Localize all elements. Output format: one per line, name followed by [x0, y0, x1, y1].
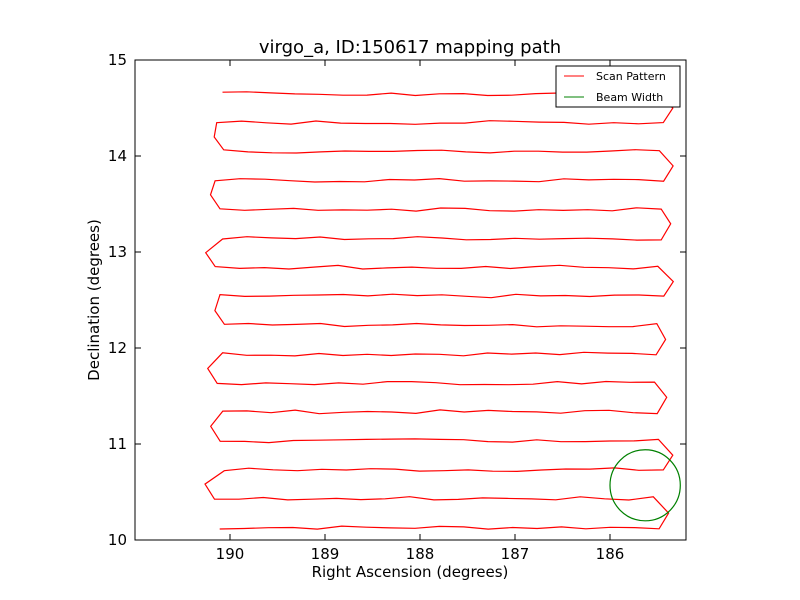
legend-label-scan-pattern: Scan Pattern [596, 70, 666, 83]
y-tick-label: 12 [108, 339, 127, 357]
legend: Scan Pattern Beam Width [555, 65, 681, 108]
x-tick-label: 188 [406, 545, 435, 563]
chart-title: virgo_a, ID:150617 mapping path [259, 37, 561, 58]
y-tick-label: 11 [108, 435, 127, 453]
y-tick-label: 14 [108, 147, 127, 165]
plot-area [204, 91, 681, 530]
axis-ticks: 190 189 188 187 186 10 11 12 13 14 15 [108, 51, 686, 563]
beam-width-circle [609, 449, 681, 522]
plot-frame [134, 59, 687, 541]
y-tick-label: 15 [108, 51, 127, 69]
x-tick-label: 186 [596, 545, 625, 563]
x-tick-label: 187 [501, 545, 530, 563]
x-tick-label: 190 [216, 545, 245, 563]
x-axis-label: Right Ascension (degrees) [312, 563, 509, 581]
x-tick-label: 189 [311, 545, 340, 563]
legend-label-beam-width: Beam Width [596, 91, 663, 104]
legend-box [555, 65, 681, 108]
y-tick-label: 10 [108, 531, 127, 549]
y-tick-label: 13 [108, 243, 127, 261]
scan-pattern-line [204, 91, 675, 530]
y-axis-label: Declination (degrees) [85, 219, 103, 381]
